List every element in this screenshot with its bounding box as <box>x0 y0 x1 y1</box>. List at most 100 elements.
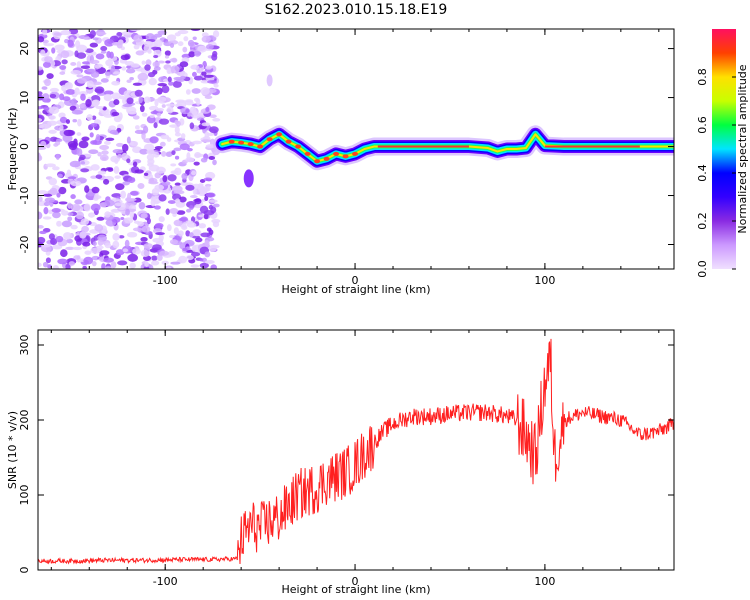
heatmap-noise-cell <box>146 192 152 200</box>
heatmap-noise-cell <box>185 220 194 225</box>
heatmap-noise-cell <box>172 80 182 88</box>
snr-chart: -100 0 100 0 100 200 300 Height of straight li… <box>6 329 675 596</box>
heatmap-noise-cell <box>52 166 60 171</box>
heatmap-noise-cell <box>176 210 186 215</box>
heatmap-noise-cell <box>122 97 128 105</box>
heatmap-noise-cell <box>182 247 188 252</box>
heatmap-noise-cell <box>103 257 115 263</box>
heatmap-noise-cell <box>173 219 183 227</box>
heatmap-noise-cell <box>99 144 110 151</box>
heatmap-noise-cell <box>126 136 131 144</box>
heatmap-noise-cell <box>110 261 117 269</box>
heatmap-noise-cell <box>141 132 146 140</box>
heatmap-noise-cell <box>70 180 82 187</box>
heatmap-noise-cell <box>190 170 197 176</box>
heatmap-noise-cell <box>97 239 104 246</box>
heatmap-noise-cell <box>65 89 76 95</box>
heatmap-noise-cell <box>58 186 67 195</box>
heatmap-noise-cell <box>189 122 195 130</box>
heatmap-noise-cell <box>93 196 99 201</box>
heatmap-noise-cell <box>76 132 82 136</box>
heatmap-noise-cell <box>95 105 104 110</box>
heatmap-noise-cell <box>161 85 170 94</box>
heatmap-noise-cell <box>175 99 186 104</box>
heatmap-noise-cell <box>43 193 53 197</box>
heatmap-noise-cell <box>103 178 110 185</box>
ridge-peak-spot <box>333 151 340 156</box>
heatmap-noise-cell <box>56 220 62 227</box>
heatmap-noise-cell <box>143 243 153 249</box>
heatmap-noise-cell <box>89 42 98 48</box>
heatmap-noise-cell <box>84 48 94 53</box>
heatmap-noise-cell <box>186 255 194 261</box>
snr-frame <box>37 329 675 571</box>
spectrogram-x-tick-label: 100 <box>534 274 555 287</box>
heatmap-noise-cell <box>127 253 139 262</box>
heatmap-noise-cell <box>178 217 187 222</box>
heatmap-noise-cell <box>145 59 152 66</box>
heatmap-noise-cell <box>75 40 81 49</box>
heatmap-noise-cell <box>58 201 68 205</box>
heatmap-noise-cell <box>104 266 112 269</box>
snr-axes: -100 0 100 0 100 200 300 <box>18 330 674 588</box>
heatmap-noise-cell <box>148 77 157 86</box>
heatmap-noise-cell <box>156 112 162 117</box>
heatmap-noise-cell <box>181 172 188 180</box>
heatmap-noise-cell <box>145 33 155 41</box>
heatmap-noise-cell <box>51 47 56 54</box>
heatmap-noise-cell <box>211 53 218 61</box>
heatmap-noise-cell <box>42 29 48 36</box>
heatmap-noise-cell <box>209 114 217 119</box>
heatmap-noise-cell <box>82 241 91 247</box>
heatmap-noise-cell <box>101 150 109 155</box>
heatmap-noise-cell <box>68 29 79 35</box>
heatmap-noise-cell <box>144 261 149 268</box>
heatmap-noise-cell <box>171 150 176 156</box>
heatmap-noise-cell <box>81 136 90 141</box>
snr-x-tick-label: 0 <box>352 575 359 588</box>
heatmap-noise-cell <box>179 143 190 151</box>
heatmap-noise-cell <box>70 62 77 66</box>
colorbar-label: Normalized spectral amplitude <box>736 64 749 233</box>
heatmap-noise-cell <box>154 172 162 179</box>
heatmap-noise-cell <box>151 255 158 261</box>
heatmap-noise-cell <box>143 44 152 53</box>
heatmap-noise-cell <box>171 185 183 193</box>
heatmap-noise-cell <box>200 232 211 238</box>
heatmap-noise-cell <box>116 154 123 159</box>
heatmap-noise-cell <box>77 118 82 127</box>
heatmap-noise-cell <box>129 29 141 32</box>
heatmap-noise-cell <box>120 216 125 221</box>
heatmap-noise-cell <box>97 170 107 175</box>
heatmap-noise-cell <box>57 258 68 265</box>
heatmap-noise-cell <box>174 182 181 186</box>
heatmap-noise-cell <box>76 74 84 78</box>
heatmap-noise-cell <box>127 177 136 183</box>
heatmap-noise-cell <box>191 88 201 94</box>
heatmap-noise-cell <box>212 159 217 166</box>
heatmap-noise-cell <box>89 30 96 38</box>
heatmap-noise-cell <box>164 55 170 59</box>
heatmap-noise-cell <box>83 36 91 41</box>
heatmap-noise-cell <box>112 71 121 75</box>
heatmap-noise-cell <box>79 103 85 109</box>
heatmap-noise-cell <box>65 263 71 269</box>
heatmap-noise-cell <box>134 89 143 97</box>
heatmap-noise-cell <box>69 160 81 168</box>
heatmap-noise-cell <box>161 260 169 265</box>
heatmap-noise-cell <box>129 210 135 219</box>
heatmap-noise-cell <box>38 153 42 161</box>
heatmap-noise-cell <box>111 208 119 213</box>
heatmap-noise-cell <box>89 132 94 138</box>
heatmap-noise-cell <box>100 45 108 52</box>
heatmap-noise-cell <box>194 97 200 102</box>
snr-y-tick-label: 0 <box>18 567 31 574</box>
heatmap-noise-cell <box>170 163 177 167</box>
heatmap-noise-cell <box>41 86 48 90</box>
heatmap-noise-cell <box>166 106 174 114</box>
heatmap-noise-cell <box>38 236 46 244</box>
heatmap-noise-cell <box>173 227 179 235</box>
snr-series-line <box>38 338 674 565</box>
heatmap-noise-cell <box>49 87 59 93</box>
heatmap-noise-cell <box>67 212 74 217</box>
